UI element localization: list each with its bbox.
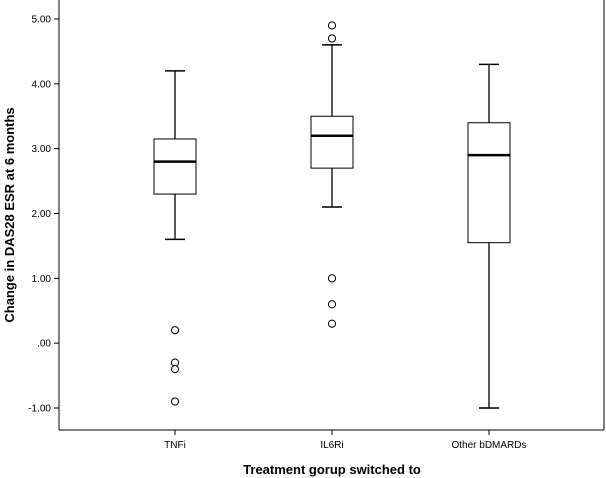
y-tick-label: 2.00	[32, 209, 52, 220]
y-tick-label: 5.00	[32, 15, 52, 26]
outlier-point	[170, 326, 180, 335]
outlier-point	[327, 21, 337, 30]
x-tick-label: TNFi	[164, 440, 186, 451]
x-axis-title: Treatment gorup switched to	[243, 462, 421, 477]
y-tick-label: -1.00	[28, 404, 51, 415]
x-tick-label: Other bDMARDs	[451, 440, 526, 451]
iqr-box	[310, 115, 354, 169]
outlier-point	[327, 34, 337, 43]
y-tick-label: 1.00	[32, 274, 52, 285]
outlier-point	[327, 300, 337, 309]
outlier-point	[327, 319, 337, 328]
y-axis-ticks: -1.00 .00 1.00 2.00 3.00 4.00 5.00	[28, 15, 59, 415]
outlier-point	[170, 397, 180, 406]
iqr-box	[467, 122, 511, 244]
box-group	[153, 70, 197, 406]
y-tick-label: 3.00	[32, 144, 52, 155]
iqr-box	[153, 138, 197, 195]
y-axis-title: Change in DAS28 ESR at 6 months	[2, 107, 17, 322]
box-group	[310, 21, 354, 328]
boxes	[153, 21, 511, 409]
outlier-point	[170, 365, 180, 374]
outlier-point	[327, 274, 337, 283]
y-tick-label: 4.00	[32, 79, 52, 90]
y-tick-label: .00	[37, 339, 51, 350]
box-group	[467, 63, 511, 409]
x-tick-label: IL6Ri	[320, 440, 343, 451]
x-axis-ticks: TNFi IL6Ri Other bDMARDs	[164, 430, 527, 451]
